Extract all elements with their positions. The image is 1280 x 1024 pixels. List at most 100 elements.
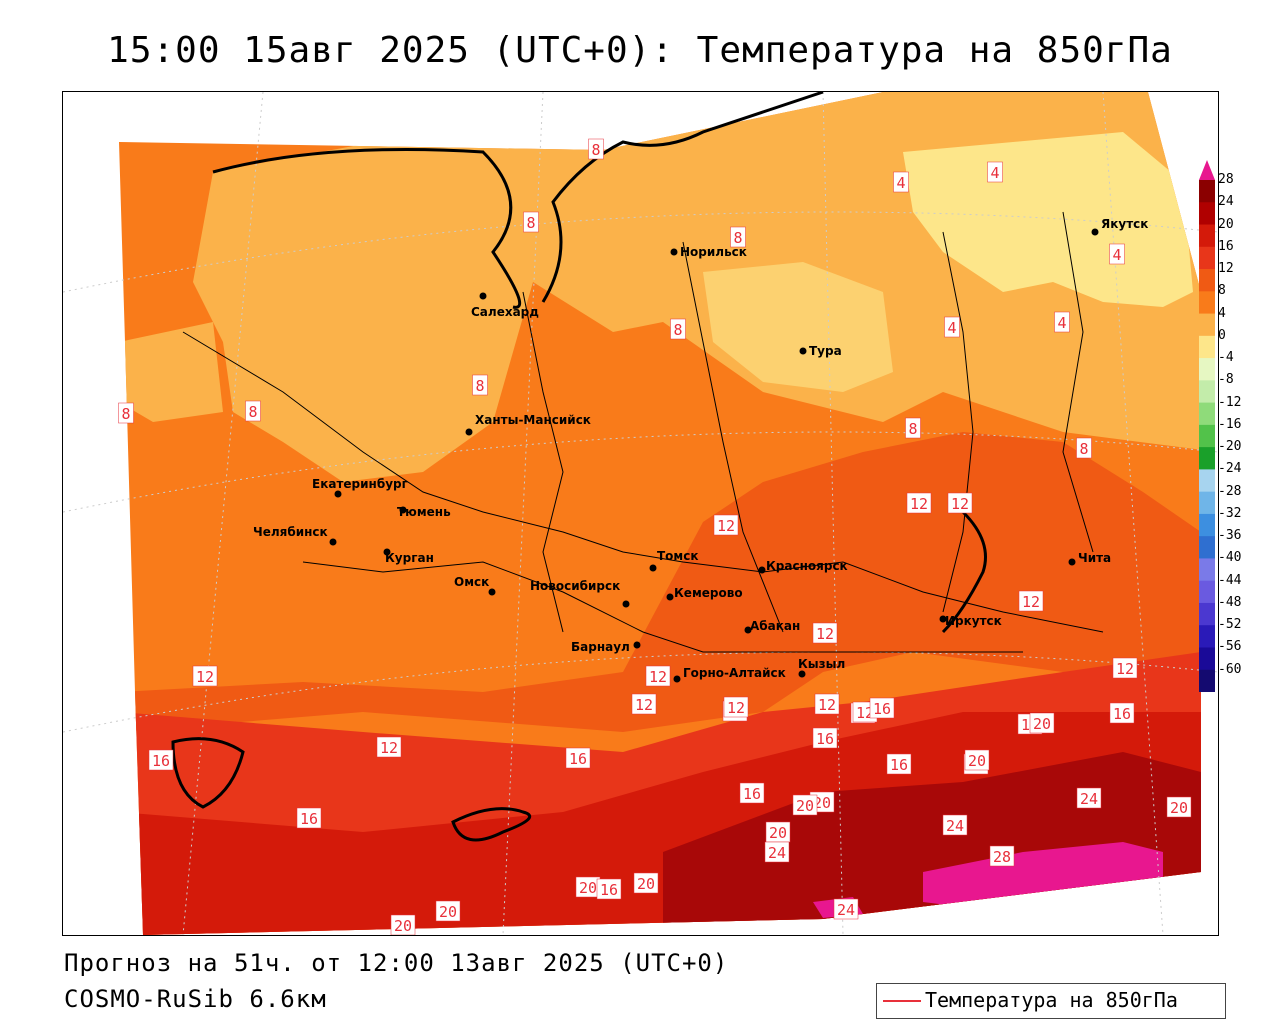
legend-label: Температура на 850гПа xyxy=(925,988,1178,1012)
city-marker: Горно-Алтайск xyxy=(673,666,786,683)
colorbar-tick-label: -48 xyxy=(1218,594,1242,610)
city-marker: Омск xyxy=(454,575,496,596)
svg-text:20: 20 xyxy=(579,879,597,897)
colorbar-tick-label: -16 xyxy=(1218,416,1242,432)
colorbar-tick-label: 4 xyxy=(1218,305,1226,321)
contour-label: 20 xyxy=(435,900,461,922)
contour-label: 12 xyxy=(645,665,671,687)
colorbar-tick-label: -32 xyxy=(1218,505,1242,521)
colorbar-swatch xyxy=(1199,602,1215,626)
svg-text:4: 4 xyxy=(990,164,999,182)
svg-text:8: 8 xyxy=(733,229,742,247)
city-marker: Новосибирск xyxy=(530,579,630,608)
contour-label: 12 xyxy=(814,693,840,715)
svg-text:4: 4 xyxy=(1057,314,1066,332)
city-label: Кемерово xyxy=(674,586,743,600)
contour-label: 20 xyxy=(964,749,990,771)
contour-label: 4 xyxy=(987,161,1003,183)
city-marker: Екатеринбург xyxy=(312,477,408,498)
contour-label: 20 xyxy=(765,821,791,843)
map-canvas: 8 8 4 4 4 4 4 8 8 8 8 8 8 8 12 12 12 12 12 12 12 12 12 12 12 12 12… xyxy=(63,92,1218,935)
colorbar-tick-label: -8 xyxy=(1218,372,1234,388)
city-marker: Норильск xyxy=(670,245,747,259)
contour-label: 24 xyxy=(942,814,968,836)
zone-28 xyxy=(923,842,1163,907)
colorbar-tick-label: -24 xyxy=(1218,461,1242,477)
city-label: Красноярск xyxy=(766,559,848,573)
contour-label: 20 xyxy=(633,872,659,894)
colorbar-tick-label: -44 xyxy=(1218,572,1242,588)
city-label: Якутск xyxy=(1101,217,1148,231)
contour-label: 24 xyxy=(833,898,859,920)
city-label: Абакан xyxy=(750,619,800,633)
colorbar-swatch xyxy=(1199,580,1215,604)
svg-text:8: 8 xyxy=(248,403,257,421)
contour-label: 12 xyxy=(192,665,218,687)
svg-text:12: 12 xyxy=(717,517,735,535)
contour-label: 4 xyxy=(893,171,909,193)
colorbar-top-arrow xyxy=(1199,160,1215,180)
contour-label: 8 xyxy=(905,417,921,439)
city-label: Иркутск xyxy=(945,614,1002,628)
city-label: Томск xyxy=(657,549,699,563)
svg-text:12: 12 xyxy=(1022,593,1040,611)
colorbar-swatch xyxy=(1199,313,1215,337)
temperature-map[interactable]: 8 8 4 4 4 4 4 8 8 8 8 8 8 8 12 12 12 12 12 12 12 12 12 12 12 12 12… xyxy=(62,91,1219,936)
svg-text:12: 12 xyxy=(635,696,653,714)
colorbar-swatch xyxy=(1199,402,1215,426)
contour-labels: 8 8 4 4 4 4 4 8 8 8 8 8 8 8 12 12 12 12 12 12 12 12 12 12 12 12 12… xyxy=(118,138,1192,935)
colorbar-tick-label: -12 xyxy=(1218,394,1242,410)
svg-text:20: 20 xyxy=(968,752,986,770)
legend-line-swatch xyxy=(883,1000,921,1002)
legend: Температура на 850гПа xyxy=(876,983,1226,1019)
city-marker: Иркутск xyxy=(939,614,1002,628)
contour-label: 4 xyxy=(1109,243,1125,265)
contour-label: 24 xyxy=(1076,787,1102,809)
contour-label: 16 xyxy=(596,878,622,900)
city-marker: Якутск xyxy=(1091,217,1148,236)
svg-text:20: 20 xyxy=(1170,799,1188,817)
colorbar-swatch xyxy=(1199,180,1215,203)
contour-label: 24 xyxy=(764,841,790,863)
contour-label: 16 xyxy=(1109,702,1135,724)
colorbar-tick-label: -56 xyxy=(1218,639,1242,655)
city-label: Чита xyxy=(1078,551,1111,565)
city-label: Горно-Алтайск xyxy=(683,666,786,680)
contour-label: 12 xyxy=(1112,657,1138,679)
city-marker: Барнаул xyxy=(571,640,641,654)
city-label: Екатеринбург xyxy=(312,477,408,491)
svg-text:12: 12 xyxy=(910,495,928,513)
svg-text:24: 24 xyxy=(946,817,964,835)
svg-text:8: 8 xyxy=(673,321,682,339)
colorbar-tick-label: -40 xyxy=(1218,550,1242,566)
svg-text:8: 8 xyxy=(121,405,130,423)
colorbar-tick-label: 16 xyxy=(1218,238,1234,254)
svg-text:8: 8 xyxy=(591,141,600,159)
contour-label: 16 xyxy=(869,697,895,719)
map-title: 15:00 15авг 2025 (UTC+0): Температура на… xyxy=(107,30,1173,71)
contour-label: 16 xyxy=(148,749,174,771)
svg-text:12: 12 xyxy=(816,625,834,643)
svg-text:24: 24 xyxy=(837,901,855,919)
svg-text:12: 12 xyxy=(727,699,745,717)
svg-text:12: 12 xyxy=(1116,660,1134,678)
colorbar-swatch xyxy=(1199,669,1215,692)
contour-label: 20 xyxy=(575,876,601,898)
svg-text:16: 16 xyxy=(890,756,908,774)
contour-label: 4 xyxy=(944,316,960,338)
svg-text:20: 20 xyxy=(769,824,787,842)
svg-text:4: 4 xyxy=(1112,246,1121,264)
contour-label: 12 xyxy=(947,492,973,514)
colorbar-swatch xyxy=(1199,469,1215,493)
colorbar-swatch xyxy=(1199,647,1215,671)
svg-text:12: 12 xyxy=(818,696,836,714)
svg-text:12: 12 xyxy=(649,668,667,686)
region-borders xyxy=(182,211,1104,653)
city-marker: Томск xyxy=(649,549,699,572)
colorbar-tick-label: -60 xyxy=(1218,661,1242,677)
svg-text:4: 4 xyxy=(896,174,905,192)
forecast-info: Прогноз на 51ч. от 12:00 13авг 2025 (UTC… xyxy=(64,949,729,977)
city-label: Челябинск xyxy=(253,525,328,539)
city-label: Барнаул xyxy=(571,640,630,654)
svg-text:20: 20 xyxy=(637,875,655,893)
